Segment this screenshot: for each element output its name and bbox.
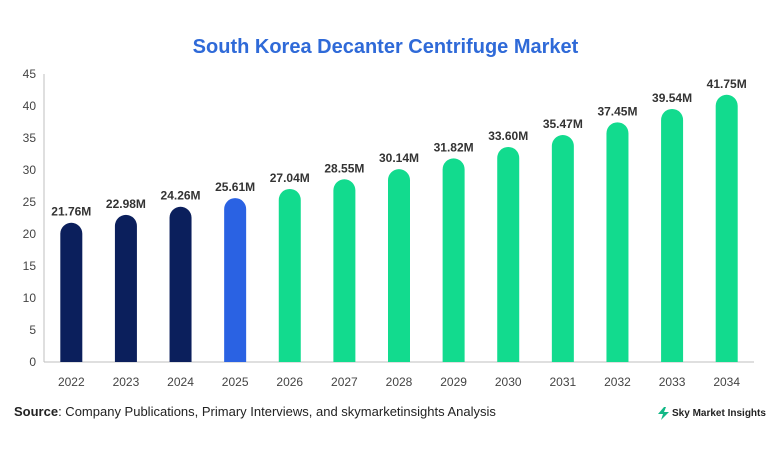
data-label: 21.76M: [51, 205, 91, 219]
bar: [60, 222, 83, 362]
bar: [606, 122, 629, 362]
x-tick-label: 2028: [386, 375, 413, 389]
x-tick-label: 2023: [113, 375, 140, 389]
bar: [715, 94, 738, 363]
data-label: 25.61M: [215, 180, 255, 194]
x-tick-label: 2032: [604, 375, 631, 389]
x-tick-label: 2030: [495, 375, 522, 389]
y-tick-label: 15: [23, 259, 37, 273]
data-label: 31.82M: [434, 140, 474, 154]
y-tick-label: 45: [23, 67, 37, 81]
data-label: 37.45M: [597, 104, 637, 118]
y-tick-label: 0: [29, 355, 36, 369]
data-label: 41.75M: [707, 77, 747, 91]
bar: [333, 179, 356, 362]
x-tick-label: 2027: [331, 375, 358, 389]
x-tick-label: 2026: [276, 375, 303, 389]
bar: [169, 206, 192, 362]
data-label: 24.26M: [161, 189, 201, 203]
bar: [278, 188, 301, 362]
data-label: 35.47M: [543, 117, 583, 131]
bar: [224, 198, 247, 362]
bar: [442, 158, 465, 362]
y-tick-label: 40: [23, 99, 37, 113]
x-axis-ticks: 2022 2023 2024 2025 2026 2027 2028 2029 2030 2031…: [58, 375, 740, 389]
y-tick-label: 35: [23, 131, 37, 145]
data-label: 22.98M: [106, 197, 146, 211]
data-label: 30.14M: [379, 151, 419, 165]
data-label: 28.55M: [324, 161, 364, 175]
data-labels: 21.76M 22.98M 24.26M 25.61M 27.04M 28.55M 30.1…: [51, 77, 746, 219]
brand-name: Sky Market Insights: [672, 408, 766, 419]
x-tick-label: 2033: [659, 375, 686, 389]
y-tick-label: 30: [23, 163, 37, 177]
x-tick-label: 2022: [58, 375, 85, 389]
chart-title: South Korea Decanter Centrifuge Market: [192, 36, 579, 58]
source-note: Source: Company Publications, Primary In…: [14, 404, 496, 419]
x-tick-label: 2029: [440, 375, 467, 389]
y-tick-label: 20: [23, 227, 37, 241]
y-tick-label: 5: [29, 323, 36, 337]
data-label: 39.54M: [652, 91, 692, 105]
bar: [497, 146, 520, 362]
bar: [114, 214, 137, 362]
x-tick-label: 2031: [549, 375, 576, 389]
y-tick-label: 25: [23, 195, 37, 209]
bar: [661, 108, 684, 362]
bar: [388, 169, 410, 362]
bolt-logo-icon: [658, 407, 669, 420]
data-label: 33.60M: [488, 129, 528, 143]
source-text: : Company Publications, Primary Intervie…: [58, 404, 496, 419]
y-axis-ticks: 0 5 10 15 20 25 30 35 40 45: [23, 67, 37, 369]
brand-logo: Sky Market Insights: [658, 407, 766, 420]
x-tick-label: 2024: [167, 375, 194, 389]
bar: [551, 134, 574, 362]
x-tick-label: 2025: [222, 375, 249, 389]
source-label: Source: [14, 404, 59, 419]
y-tick-label: 10: [23, 291, 37, 305]
data-label: 27.04M: [270, 171, 310, 185]
x-tick-label: 2034: [713, 375, 740, 389]
bars-group: [60, 94, 738, 363]
